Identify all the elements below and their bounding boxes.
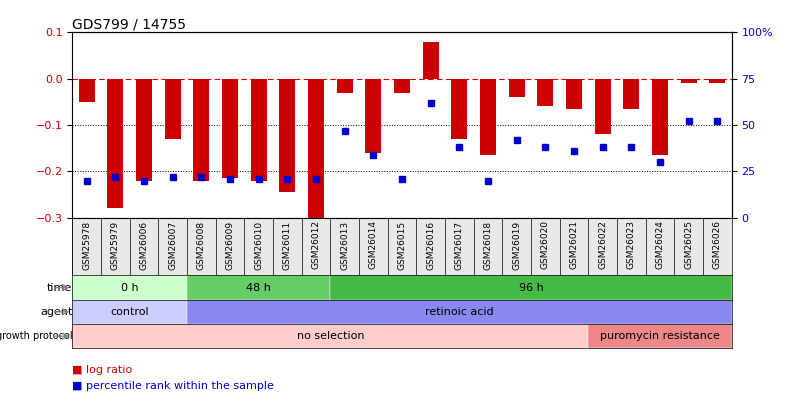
Text: 0 h: 0 h [120,283,138,292]
Bar [622,79,638,109]
Text: GSM26023: GSM26023 [626,220,635,269]
Bar [336,79,352,93]
Text: 96 h: 96 h [518,283,543,292]
Bar [194,79,209,181]
Bar [508,79,524,97]
FancyBboxPatch shape [588,324,731,348]
Text: GDS799 / 14755: GDS799 / 14755 [72,17,186,31]
Text: GSM26011: GSM26011 [283,220,291,270]
Text: GSM26020: GSM26020 [540,220,549,269]
Text: GSM26012: GSM26012 [311,220,320,269]
Text: GSM26016: GSM26016 [426,220,434,270]
Text: ■ log ratio: ■ log ratio [72,364,132,375]
Text: GSM26018: GSM26018 [483,220,492,270]
Bar [79,79,95,102]
Bar [365,79,381,153]
Bar [708,79,724,83]
Text: GSM26021: GSM26021 [569,220,578,269]
FancyBboxPatch shape [72,300,187,324]
Text: ■ percentile rank within the sample: ■ percentile rank within the sample [72,381,274,391]
Text: GSM26010: GSM26010 [254,220,263,270]
Bar [165,79,181,139]
Text: GSM25979: GSM25979 [111,220,120,270]
Bar [680,79,695,83]
FancyBboxPatch shape [187,275,330,300]
Bar [308,79,324,217]
Text: GSM26022: GSM26022 [597,220,606,269]
Text: no selection: no selection [296,331,364,341]
Text: 48 h: 48 h [246,283,271,292]
Bar [536,79,552,107]
FancyBboxPatch shape [187,300,731,324]
Text: GSM25978: GSM25978 [82,220,91,270]
Bar [136,79,152,181]
Text: GSM26019: GSM26019 [512,220,520,270]
Text: GSM26007: GSM26007 [168,220,177,270]
FancyBboxPatch shape [330,275,731,300]
FancyBboxPatch shape [72,324,588,348]
Text: GSM26015: GSM26015 [397,220,406,270]
Bar [450,79,467,139]
Bar [393,79,410,93]
Text: GSM26017: GSM26017 [454,220,463,270]
Text: agent: agent [40,307,72,317]
Bar [565,79,581,109]
Bar [479,79,495,155]
Text: GSM26024: GSM26024 [654,220,663,269]
Bar [651,79,667,155]
Bar [594,79,609,134]
Text: GSM26013: GSM26013 [340,220,349,270]
Bar [422,42,438,79]
Bar [222,79,238,178]
Text: retinoic acid: retinoic acid [425,307,493,317]
Text: GSM26009: GSM26009 [225,220,234,270]
Text: GSM26008: GSM26008 [197,220,206,270]
Text: GSM26014: GSM26014 [369,220,377,269]
Bar [279,79,295,192]
Text: GSM26006: GSM26006 [140,220,149,270]
Text: GSM26025: GSM26025 [683,220,692,269]
Bar [251,79,267,181]
Text: puromycin resistance: puromycin resistance [599,331,719,341]
Bar [108,79,123,208]
Text: GSM26026: GSM26026 [712,220,721,269]
Text: time: time [47,283,72,292]
FancyBboxPatch shape [72,275,187,300]
Text: control: control [110,307,149,317]
Text: growth protocol: growth protocol [0,331,72,341]
